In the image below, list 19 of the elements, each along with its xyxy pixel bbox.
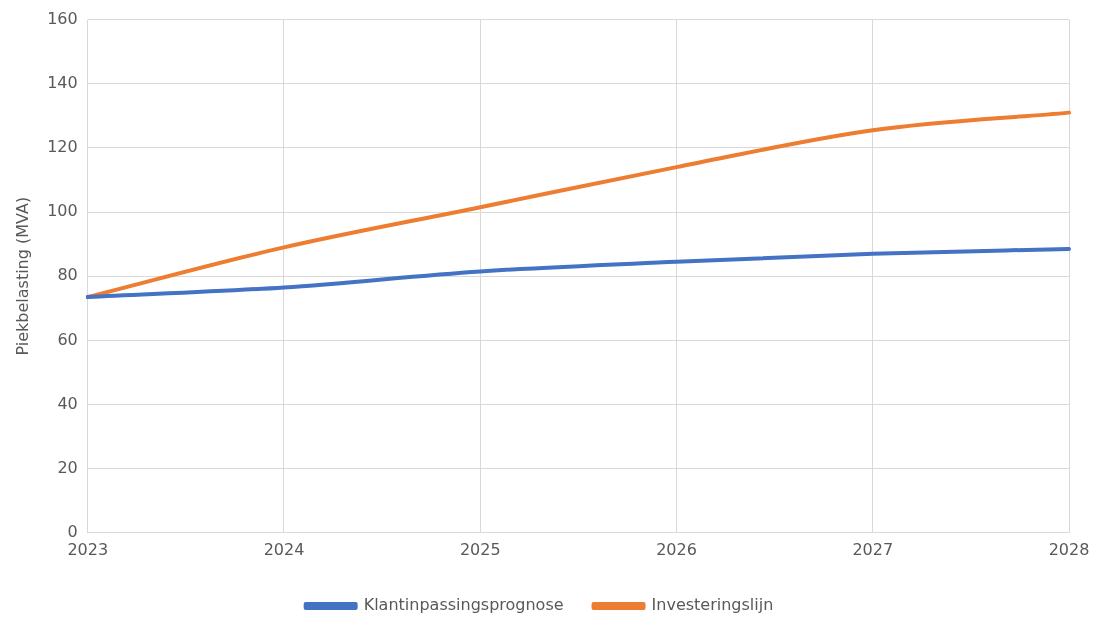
x-tick-label: 2024 [263, 539, 305, 559]
y-tick-label: 160 [47, 8, 78, 28]
y-axis-title: Piekbelasting (MVA) [12, 196, 32, 356]
y-tick-label: 100 [47, 201, 78, 221]
x-tick-label: 2027 [852, 539, 894, 559]
legend-label: Klantinpassingsprognose [363, 595, 564, 615]
x-tick-label: 2023 [67, 539, 109, 559]
legend-label: Investeringslijn [651, 595, 774, 615]
x-tick-label: 2028 [1048, 539, 1090, 559]
x-tick-label: 2026 [656, 539, 697, 559]
y-tick-label: 140 [47, 72, 78, 92]
y-tick-label: 60 [57, 329, 78, 349]
y-tick-label: 0 [67, 521, 78, 541]
line-series [85, 246, 1071, 300]
y-tick-label: 80 [57, 265, 78, 285]
y-tick-label: 120 [47, 137, 78, 157]
y-tick-label: 20 [57, 457, 78, 477]
x-tick-label: 2025 [459, 539, 501, 559]
y-tick-label: 40 [57, 393, 78, 413]
